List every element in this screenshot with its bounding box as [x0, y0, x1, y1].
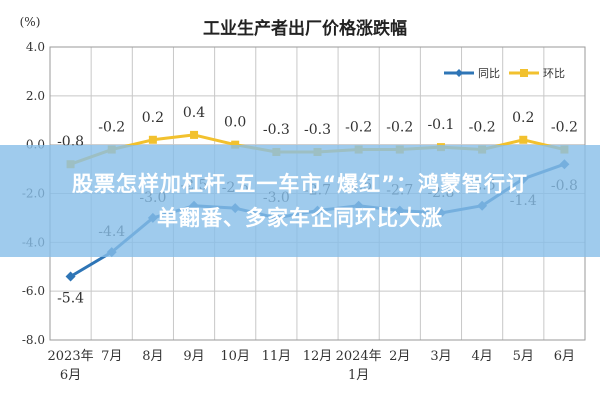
x-tick-label: 5月 — [513, 349, 534, 364]
x-tick-label: 3月 — [430, 349, 451, 364]
data-label-mom: 0.4 — [183, 105, 205, 121]
x-tick-label: 2023年 — [48, 349, 94, 364]
data-label-mom: 0.2 — [142, 110, 164, 126]
x-tick-label: 6月 — [60, 368, 81, 383]
data-label-mom: -0.2 — [386, 120, 413, 136]
legend-label: 同比 — [478, 67, 500, 80]
data-label-yoy: -5.4 — [57, 291, 84, 307]
data-point-yoy — [65, 271, 76, 282]
x-tick-label: 1月 — [348, 368, 369, 383]
data-point-mom — [148, 135, 157, 144]
x-tick-label: 8月 — [142, 349, 163, 364]
y-tick-label: -8.0 — [22, 333, 45, 347]
data-label-mom: -0.2 — [98, 120, 125, 136]
y-tick-label: 4.0 — [26, 40, 45, 54]
data-label-mom: -0.2 — [345, 120, 372, 136]
data-point-mom — [519, 135, 528, 144]
x-tick-label: 10月 — [220, 349, 250, 364]
chart-title: 工业生产者出厂价格涨跌幅 — [203, 18, 407, 39]
data-label-mom: 0.2 — [512, 110, 534, 126]
data-label-mom: 0.0 — [224, 115, 246, 131]
y-tick-label: -6.0 — [22, 284, 45, 298]
data-label-mom: -0.1 — [427, 117, 454, 133]
x-tick-label: 4月 — [471, 349, 492, 364]
legend-marker-mom — [520, 69, 528, 77]
x-tick-label: 11月 — [262, 349, 292, 364]
data-label-mom: -0.3 — [304, 122, 331, 138]
data-label-mom: -0.2 — [469, 120, 496, 136]
data-point-mom — [190, 130, 199, 139]
y-tick-label: 2.0 — [26, 89, 45, 103]
headline-line-1: 股票怎样加杠杆 五一车市“爆红”：鸿蒙智行订 — [72, 172, 528, 196]
y-axis-unit-label: (%) — [20, 15, 41, 29]
x-tick-label: 9月 — [183, 349, 204, 364]
x-tick-label: 12月 — [303, 349, 333, 364]
x-tick-label: 6月 — [554, 349, 575, 364]
legend: 同比 环比 — [444, 67, 565, 80]
headline-overlay-banner[interactable]: 股票怎样加杠杆 五一车市“爆红”：鸿蒙智行订 单翻番、多家车企同环比大涨 — [0, 145, 600, 257]
x-tick-label: 7月 — [101, 349, 122, 364]
x-tick-label: 2月 — [389, 349, 410, 364]
data-point-mom — [231, 140, 240, 149]
data-label-mom: -0.2 — [551, 120, 578, 136]
headline-line-2: 单翻番、多家车企同环比大涨 — [157, 206, 443, 230]
data-label-mom: -0.3 — [263, 122, 290, 138]
legend-label: 环比 — [543, 67, 565, 80]
x-tick-label: 2024年 — [336, 349, 382, 364]
legend-marker-yoy — [455, 69, 463, 77]
